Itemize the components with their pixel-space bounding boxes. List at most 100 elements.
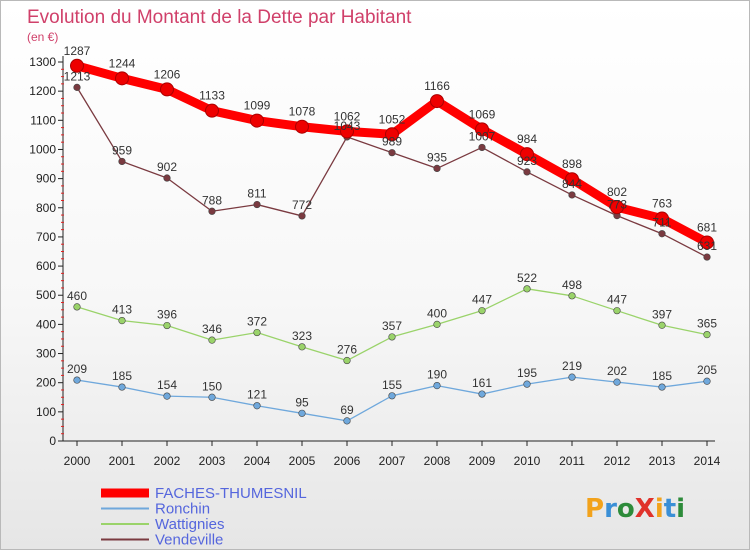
legend-label: Vendeville bbox=[155, 532, 223, 549]
data-point bbox=[163, 392, 171, 400]
data-point bbox=[568, 191, 576, 199]
data-label: 772 bbox=[292, 198, 312, 212]
data-label: 372 bbox=[247, 315, 267, 329]
data-label: 365 bbox=[697, 317, 717, 331]
data-point bbox=[385, 127, 399, 142]
data-point bbox=[478, 390, 486, 398]
data-label: 1062 bbox=[334, 109, 361, 123]
x-tick-label: 2006 bbox=[334, 454, 361, 468]
data-label: 788 bbox=[202, 193, 222, 207]
data-point bbox=[118, 157, 126, 166]
data-point bbox=[433, 164, 441, 173]
data-label: 202 bbox=[607, 364, 627, 378]
data-point bbox=[298, 212, 306, 220]
data-point bbox=[118, 383, 126, 391]
series-layer bbox=[70, 58, 714, 425]
data-point bbox=[658, 383, 666, 391]
data-point bbox=[340, 124, 354, 139]
data-label: 1213 bbox=[64, 69, 91, 83]
data-label: 209 bbox=[67, 362, 87, 376]
data-label: 1069 bbox=[469, 107, 496, 121]
x-tick-label: 2005 bbox=[289, 454, 316, 468]
data-label: 802 bbox=[607, 185, 627, 199]
data-point bbox=[568, 373, 576, 381]
data-point bbox=[73, 376, 81, 384]
data-point bbox=[73, 303, 81, 311]
data-point bbox=[163, 174, 171, 182]
data-point bbox=[568, 292, 576, 300]
y-tick-label: 900 bbox=[36, 172, 56, 186]
x-tick-label: 2007 bbox=[379, 454, 406, 468]
x-tick-label: 2012 bbox=[604, 454, 631, 468]
data-point bbox=[703, 253, 711, 261]
data-label: 185 bbox=[652, 369, 672, 383]
data-point bbox=[205, 103, 219, 118]
y-tick-label: 700 bbox=[36, 230, 56, 244]
legend-label: Ronchin bbox=[155, 501, 210, 518]
data-label: 844 bbox=[562, 177, 582, 191]
data-label: 1206 bbox=[154, 67, 181, 81]
chart-title: Evolution du Montant de la Dette par Hab… bbox=[27, 7, 412, 28]
data-point bbox=[298, 409, 306, 417]
data-label: 681 bbox=[697, 220, 717, 234]
data-point bbox=[523, 285, 531, 293]
data-point bbox=[115, 71, 129, 86]
x-tick-label: 2004 bbox=[244, 454, 271, 468]
data-label: 400 bbox=[427, 306, 447, 320]
x-tick-label: 2013 bbox=[649, 454, 676, 468]
data-point bbox=[118, 316, 126, 325]
data-point bbox=[475, 122, 489, 137]
legend-label: FACHES-THUMESNIL bbox=[155, 485, 307, 502]
data-label: 498 bbox=[562, 278, 582, 292]
data-label: 205 bbox=[697, 363, 717, 377]
y-tick-label: 300 bbox=[36, 347, 56, 361]
data-label: 923 bbox=[517, 154, 537, 168]
data-label: 1133 bbox=[199, 89, 225, 103]
data-point bbox=[703, 377, 711, 385]
data-label: 1052 bbox=[379, 112, 406, 126]
data-label: 195 bbox=[517, 366, 537, 380]
data-label: 346 bbox=[202, 322, 222, 336]
data-point bbox=[208, 336, 216, 344]
data-point bbox=[565, 172, 579, 187]
data-point bbox=[295, 119, 309, 134]
y-tick-label: 800 bbox=[36, 201, 56, 215]
data-point bbox=[388, 149, 396, 157]
data-label: 1166 bbox=[424, 79, 450, 93]
data-label: 935 bbox=[427, 150, 447, 164]
x-tick-label: 2000 bbox=[64, 454, 91, 468]
data-label: 711 bbox=[652, 216, 671, 230]
x-tick-label: 2010 bbox=[514, 454, 541, 468]
data-label: 522 bbox=[517, 271, 537, 285]
data-label: 902 bbox=[157, 160, 177, 174]
y-tick-label: 1300 bbox=[29, 55, 56, 69]
data-label: 447 bbox=[472, 293, 492, 307]
data-point bbox=[388, 333, 396, 341]
data-label: 898 bbox=[562, 157, 582, 171]
data-label: 1007 bbox=[469, 129, 496, 143]
data-point bbox=[250, 113, 264, 128]
data-label: 69 bbox=[340, 403, 354, 417]
x-tick-label: 2002 bbox=[154, 454, 181, 468]
data-point bbox=[160, 82, 174, 97]
data-label: 397 bbox=[652, 307, 672, 321]
x-tick-label: 2009 bbox=[469, 454, 496, 468]
logo-text: ProXiti bbox=[585, 494, 685, 524]
x-tick-label: 2001 bbox=[109, 454, 136, 468]
data-label: 396 bbox=[157, 308, 177, 322]
data-point bbox=[253, 402, 261, 410]
x-tick-label: 2008 bbox=[424, 454, 451, 468]
data-label: 460 bbox=[67, 289, 87, 303]
data-point bbox=[208, 393, 216, 401]
y-tick-label: 500 bbox=[36, 288, 56, 302]
data-label: 631 bbox=[697, 239, 717, 253]
legend: FACHES-THUMESNILRonchinWattigniesVendevi… bbox=[101, 485, 307, 549]
data-label: 276 bbox=[337, 343, 357, 357]
data-label: 323 bbox=[292, 329, 312, 343]
data-label: 154 bbox=[157, 378, 177, 392]
data-label: 357 bbox=[382, 319, 402, 333]
data-point bbox=[298, 343, 306, 351]
y-tick-label: 200 bbox=[36, 376, 56, 390]
